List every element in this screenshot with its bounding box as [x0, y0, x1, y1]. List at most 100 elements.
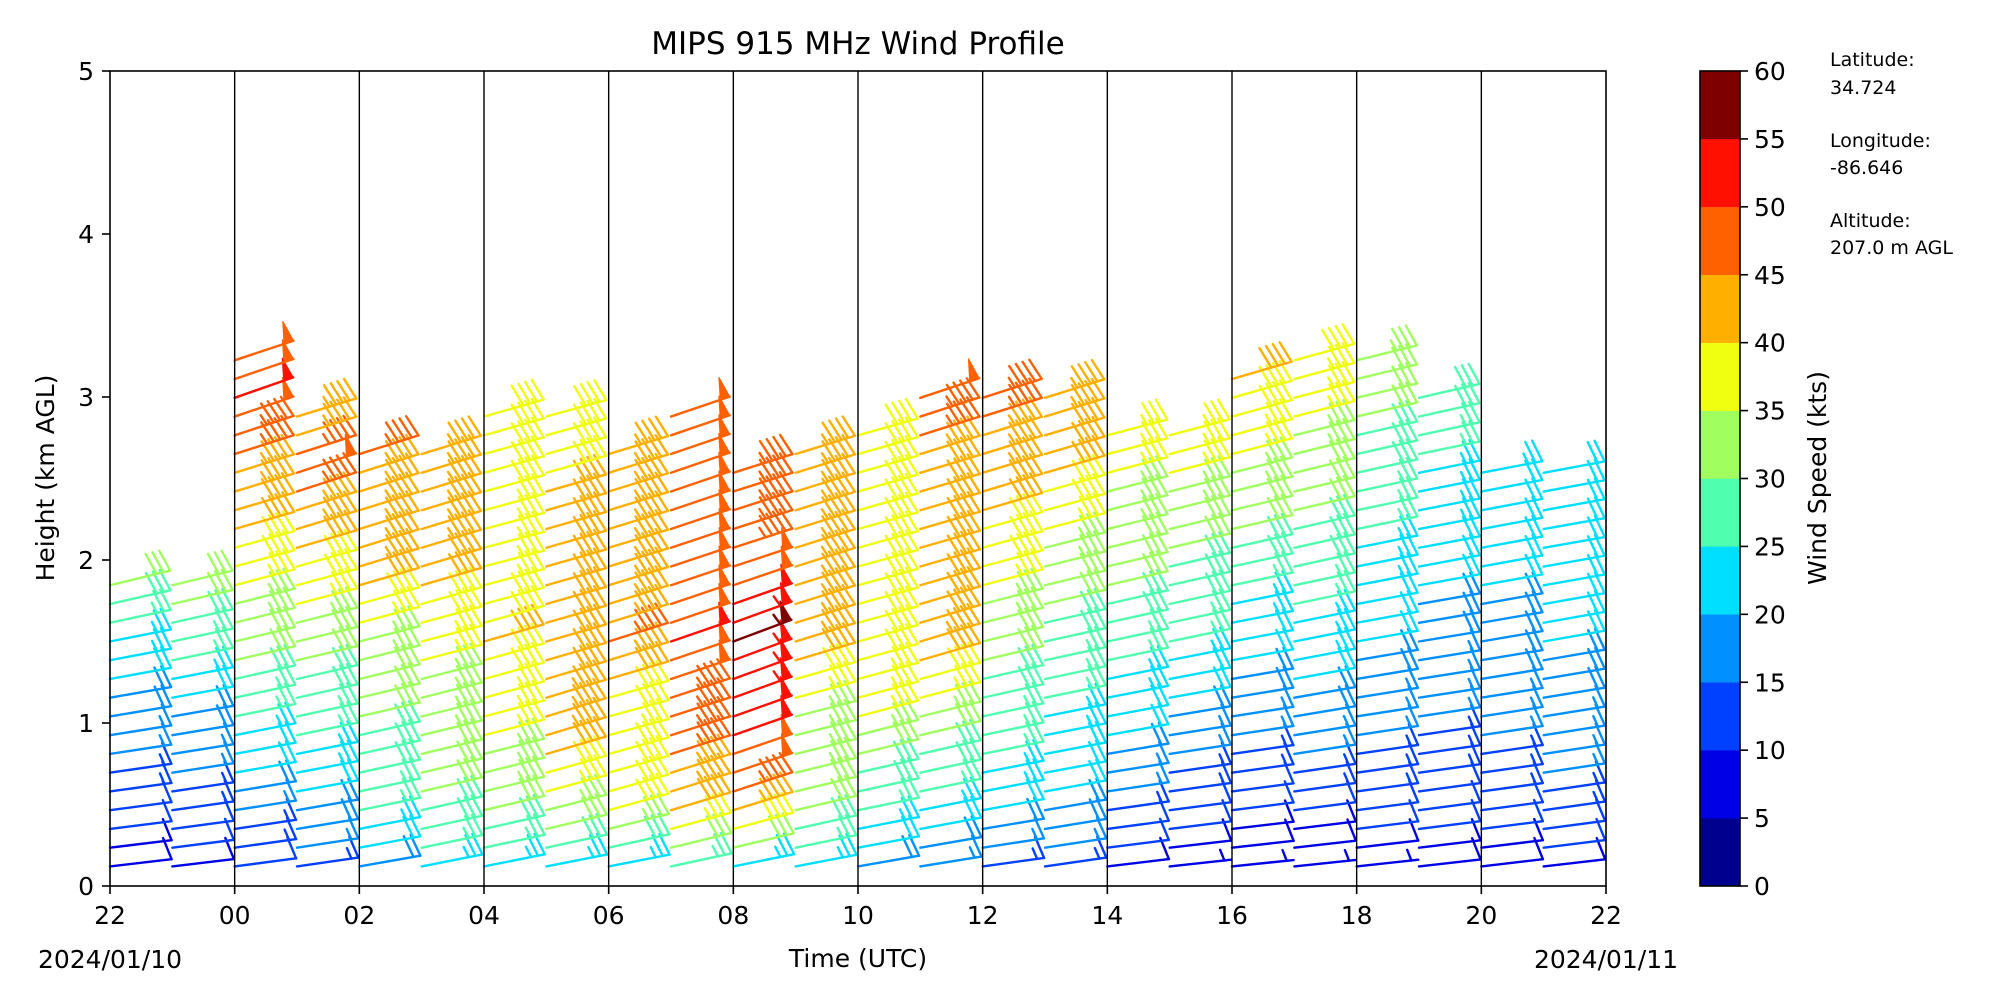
wind-barb [1355, 494, 1419, 531]
wind-barb [732, 714, 794, 756]
wind-barb [669, 451, 731, 493]
wind-barb [1106, 511, 1169, 549]
wind-barb [1293, 550, 1357, 587]
wind-barb [1355, 684, 1420, 718]
wind-barb [1106, 817, 1171, 849]
wind-barb [171, 703, 235, 737]
wind-barb [669, 414, 731, 456]
wind-barb [1106, 607, 1170, 643]
wind-barb [1417, 628, 1482, 662]
wind-barb [856, 679, 920, 718]
wind-barb [1106, 492, 1169, 531]
wind-barb [1417, 381, 1481, 418]
wind-barb [420, 642, 483, 681]
wind-barb [108, 626, 173, 662]
wind-barb [358, 719, 422, 756]
wind-barb [669, 831, 733, 868]
wind-barb [545, 832, 609, 868]
wind-barb [1043, 473, 1107, 512]
colorbar-tick-label: 35 [1754, 397, 1786, 426]
wind-barb [856, 814, 921, 849]
wind-barb [482, 755, 546, 793]
wind-barb [1168, 493, 1232, 531]
wind-barb [295, 739, 360, 774]
wind-barb [295, 797, 360, 831]
wind-barb [1293, 569, 1357, 606]
wind-barb [607, 716, 670, 756]
wind-barb [669, 545, 731, 587]
wind-barb [1168, 550, 1232, 587]
wind-barb [1293, 646, 1357, 681]
wind-barb [856, 604, 919, 643]
wind-barb [545, 453, 608, 493]
wind-barb [482, 679, 546, 718]
wind-barb [1168, 588, 1232, 624]
colorbar-segment [1699, 342, 1741, 411]
wind-barb [607, 735, 670, 774]
wind-barb [732, 657, 793, 699]
wind-barb [482, 473, 546, 512]
wind-barb [981, 472, 1044, 512]
wind-barb [1480, 514, 1544, 549]
wind-barb [919, 757, 983, 793]
wind-barb [1043, 549, 1107, 587]
wind-barb [1355, 848, 1420, 868]
wind-barb [1106, 549, 1169, 587]
wind-barb [482, 698, 546, 737]
wind-barb [108, 588, 172, 624]
wind-barb [233, 395, 295, 437]
wind-barb [856, 585, 919, 624]
wind-barb [171, 760, 235, 793]
wind-barb [1168, 741, 1233, 774]
wind-barb [1293, 512, 1357, 549]
wind-barb [856, 435, 919, 474]
wind-barb [108, 722, 173, 756]
wind-barb [856, 397, 919, 437]
wind-barb [981, 700, 1045, 737]
wind-barb [171, 645, 235, 681]
wind-barb [482, 793, 546, 831]
x-tick-label: 06 [593, 901, 625, 930]
wind-barb [1417, 571, 1482, 606]
wind-barb [856, 795, 921, 831]
wind-barb [607, 832, 671, 868]
colorbar-tick-label: 0 [1754, 872, 1770, 901]
wind-barb [732, 433, 794, 474]
wind-barb [482, 454, 546, 493]
wind-barb [1106, 702, 1170, 737]
wind-barb [919, 377, 981, 418]
wind-barb [1168, 645, 1232, 681]
wind-barb [108, 607, 173, 643]
wind-barb [233, 320, 295, 362]
wind-barb [171, 664, 235, 699]
wind-barb [732, 832, 796, 868]
wind-barb [981, 491, 1044, 531]
wind-barb [1106, 760, 1170, 793]
wind-barb [1043, 816, 1108, 849]
latitude-heading: Latitude: [1830, 49, 1915, 71]
wind-barb [1417, 514, 1482, 549]
wind-barb [295, 605, 359, 643]
wind-barb [1480, 609, 1544, 643]
wind-barb [545, 659, 607, 699]
wind-barb [981, 777, 1045, 812]
wind-barb [919, 358, 981, 400]
wind-barb [919, 699, 982, 737]
wind-barb [1043, 530, 1107, 568]
wind-barb [358, 662, 421, 699]
wind-barb [1230, 398, 1294, 437]
wind-barb [1293, 399, 1356, 437]
wind-barb [358, 681, 421, 718]
wind-barb [1230, 512, 1294, 549]
wind-barb [1043, 415, 1106, 456]
wind-barb [1480, 590, 1544, 624]
wind-barb [1355, 438, 1419, 474]
wind-barb [1542, 722, 1607, 756]
wind-barb [1417, 533, 1482, 568]
start-date-label: 2024/01/10 [38, 945, 182, 974]
colorbar-segment [1699, 546, 1741, 615]
wind-barb [545, 793, 608, 831]
wind-barb [233, 339, 295, 381]
wind-barb [358, 566, 421, 606]
wind-barb [295, 624, 359, 662]
